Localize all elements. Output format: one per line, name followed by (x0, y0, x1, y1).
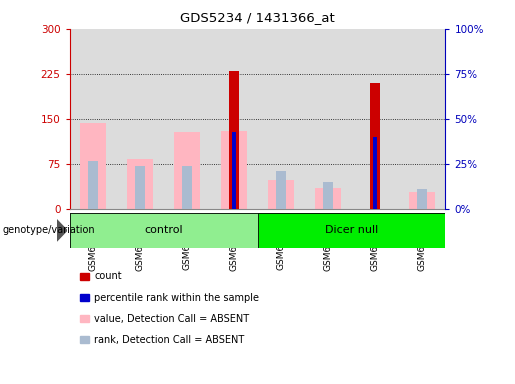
Bar (211, 29, 258, 209)
FancyBboxPatch shape (258, 213, 445, 248)
Text: genotype/variation: genotype/variation (3, 225, 95, 235)
Text: control: control (144, 225, 183, 235)
Text: count: count (94, 271, 122, 281)
Bar (229, 71, 239, 209)
Bar (399, 29, 445, 209)
FancyBboxPatch shape (70, 213, 258, 248)
Bar (88, 161, 98, 209)
Bar (373, 137, 377, 209)
Text: Dicer null: Dicer null (325, 225, 378, 235)
Bar (229, 132, 239, 209)
Bar (370, 83, 380, 209)
Bar (116, 29, 164, 209)
Bar (370, 137, 380, 209)
Polygon shape (57, 220, 67, 241)
Bar (135, 166, 145, 209)
Bar (409, 192, 435, 209)
Bar (304, 29, 352, 209)
Bar (417, 189, 427, 209)
Bar (127, 159, 153, 209)
Bar (80, 123, 106, 209)
Bar (258, 29, 304, 209)
Bar (232, 132, 236, 209)
Bar (70, 29, 116, 209)
Text: GDS5234 / 1431366_at: GDS5234 / 1431366_at (180, 12, 335, 25)
Bar (182, 166, 192, 209)
Bar (276, 171, 286, 209)
Bar (323, 182, 333, 209)
Bar (164, 29, 211, 209)
Text: percentile rank within the sample: percentile rank within the sample (94, 293, 259, 303)
Text: value, Detection Call = ABSENT: value, Detection Call = ABSENT (94, 314, 249, 324)
Bar (315, 188, 341, 209)
Bar (352, 29, 399, 209)
Bar (268, 180, 294, 209)
Text: rank, Detection Call = ABSENT: rank, Detection Call = ABSENT (94, 335, 245, 345)
Bar (174, 132, 200, 209)
Bar (221, 131, 247, 209)
